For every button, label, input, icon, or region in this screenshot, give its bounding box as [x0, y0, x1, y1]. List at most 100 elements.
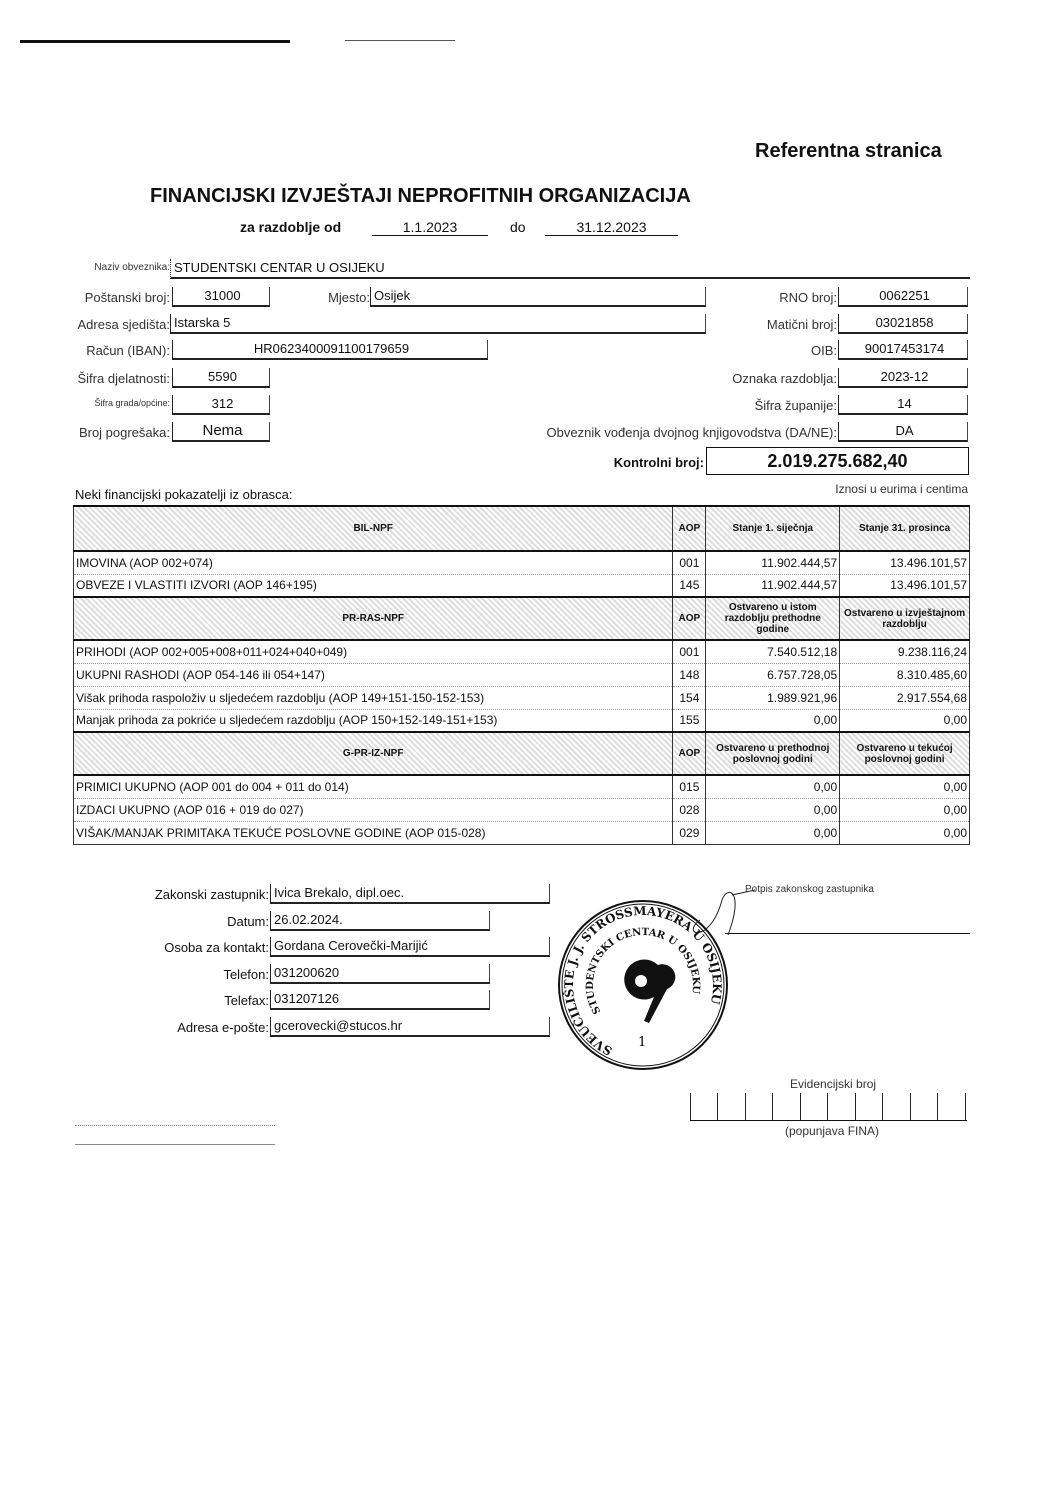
ev-cell: [855, 1093, 856, 1120]
row-label: VIŠAK/MANJAK PRIMITAKA TEKUĆE POSLOVNE G…: [72, 821, 674, 845]
ev-cell: [717, 1093, 718, 1120]
row-value-2: 9.238.116,24: [839, 640, 970, 664]
table-row: Manjak prihoda za pokriće u sljedećem ra…: [72, 709, 970, 733]
aop-header: AOP: [672, 505, 707, 552]
ev-cell: [937, 1093, 938, 1120]
adresa-label: Adresa sjedišta:: [77, 317, 171, 332]
row-value-1: 0,00: [705, 709, 841, 733]
table-row: PRIHODI (AOP 002+005+008+011+024+040+049…: [72, 640, 970, 664]
ev-cell: [690, 1093, 691, 1120]
kontrolni-field: 2.019.275.682,40: [706, 447, 969, 475]
ev-cell: [965, 1093, 966, 1120]
djelatnost-field: 5590: [172, 368, 270, 388]
row-value-1: 7.540.512,18: [705, 640, 841, 664]
row-label: PRIHODI (AOP 002+005+008+011+024+040+049…: [72, 640, 674, 664]
row-aop: 155: [672, 709, 707, 733]
row-value-2: 8.310.485,60: [839, 663, 970, 687]
pogreske-field: Nema: [172, 422, 270, 442]
indicators-title: Neki financijski pokazatelji iz obrasca:: [75, 487, 293, 502]
grad-label: Šifra grada/općine:: [94, 398, 170, 408]
period-to-label: do: [510, 219, 526, 235]
datum-field: 26.02.2024.: [270, 911, 490, 931]
ev-cell: [882, 1093, 883, 1120]
ev-cell: [910, 1093, 911, 1120]
scan-line: [20, 40, 290, 43]
dvojno-label: Obveznik vođenja dvojnog knjigovodstva (…: [546, 425, 837, 440]
section-name: G-PR-IZ-NPF: [72, 731, 674, 776]
zupanija-field: 14: [838, 395, 968, 415]
row-aop: 148: [672, 663, 707, 687]
oznaka-label: Oznaka razdoblja:: [732, 371, 837, 386]
djelatnost-label: Šifra djelatnosti:: [77, 371, 171, 386]
telefax-label: Telefax:: [224, 993, 269, 1008]
row-label: IZDACI UKUPNO (AOP 016 + 019 do 027): [72, 798, 674, 822]
zupanija-label: Šifra županije:: [754, 398, 837, 413]
table-row: OBVEZE I VLASTITI IZVORI (AOP 146+195) 14…: [72, 574, 970, 598]
faint-box: [75, 1125, 275, 1145]
row-value-1: 11.902.444,57: [705, 574, 841, 598]
units-note: Iznosi u eurima i centima: [835, 482, 968, 496]
row-label: IMOVINA (AOP 002+074): [72, 551, 674, 575]
table-row: VIŠAK/MANJAK PRIMITAKA TEKUĆE POSLOVNE G…: [72, 821, 970, 845]
row-value-1: 1.989.921,96: [705, 686, 841, 710]
telefon-label: Telefon:: [223, 967, 269, 982]
row-value-2: 2.917.554,68: [839, 686, 970, 710]
section-name: PR-RAS-NPF: [72, 596, 674, 641]
ev-cell: [745, 1093, 746, 1120]
row-value-2: 13.496.101,57: [839, 574, 970, 598]
mjesto-field: Osijek: [370, 287, 706, 307]
col2-header: Stanje 31. prosinca: [839, 505, 970, 552]
signature-label: Potpis zakonskog zastupnika: [745, 884, 874, 895]
aop-header: AOP: [672, 731, 707, 776]
row-aop: 001: [672, 640, 707, 664]
row-value-2: 0,00: [839, 821, 970, 845]
row-label: Manjak prihoda za pokriće u sljedećem ra…: [72, 709, 674, 733]
table-row: IZDACI UKUPNO (AOP 016 + 019 do 027) 028 0…: [72, 798, 970, 822]
row-aop: 145: [672, 574, 707, 598]
rno-field: 0062251: [838, 287, 968, 307]
row-label: OBVEZE I VLASTITI IZVORI (AOP 146+195): [72, 574, 674, 598]
row-label: PRIMICI UKUPNO (AOP 001 do 004 + 011 do …: [72, 775, 674, 799]
table-row: Višak prihoda raspoloživ u sljedećem raz…: [72, 686, 970, 710]
table-row: PRIMICI UKUPNO (AOP 001 do 004 + 011 do …: [72, 775, 970, 799]
indicators-table: BIL-NPF AOP Stanje 1. siječnja Stanje 31. p…: [72, 505, 970, 845]
telefon-field: 031200620: [270, 964, 490, 984]
col2-header: Ostvareno u tekućoj poslovnoj godini: [839, 731, 970, 776]
signature-scribble: [692, 889, 756, 936]
section-header: PR-RAS-NPF AOP Ostvareno u istom razdoblju…: [72, 596, 970, 641]
row-value-2: 13.496.101,57: [839, 551, 970, 575]
section-header: G-PR-IZ-NPF AOP Ostvareno u prethodnoj pos…: [72, 731, 970, 776]
datum-label: Datum:: [227, 914, 269, 929]
col1-header: Ostvareno u prethodnoj poslovnoj godini: [705, 731, 841, 776]
period-to: 31.12.2023: [545, 219, 678, 236]
pogreske-label: Broj pogrešaka:: [78, 425, 170, 440]
row-value-1: 11.902.444,57: [705, 551, 841, 575]
col2-header: Ostvareno u izvještajnom razdoblju: [839, 596, 970, 641]
row-aop: 015: [672, 775, 707, 799]
period-from: 1.1.2023: [372, 219, 488, 236]
email-field: gcerovecki@stucos.hr: [270, 1017, 550, 1037]
ev-cell: [800, 1093, 801, 1120]
table-row: IMOVINA (AOP 002+074) 001 11.902.444,57 13.…: [72, 551, 970, 575]
maticni-field: 03021858: [838, 314, 968, 334]
row-aop: 001: [672, 551, 707, 575]
row-value-2: 0,00: [839, 798, 970, 822]
stamp-number: 1: [638, 1035, 646, 1050]
kontrolni-label: Kontrolni broj:: [613, 455, 704, 470]
official-stamp: SVEUČILIŠTE J. J. STROSSMAYERA U OSIJEKU…: [558, 889, 756, 1070]
table-row: UKUPNI RASHODI (AOP 054-146 ili 054+147)…: [72, 663, 970, 687]
zastupnik-field: Ivica Brekalo, dipl.oec.: [270, 884, 550, 904]
oznaka-field: 2023-12: [838, 368, 968, 388]
evidencija-note: (popunjava FINA): [785, 1124, 880, 1138]
rno-label: RNO broj:: [779, 290, 837, 305]
signature-line: [725, 933, 970, 934]
evidencija-boxes: [690, 1093, 967, 1121]
page-title: FINANCIJSKI IZVJEŠTAJI NEPROFITNIH ORGAN…: [150, 185, 691, 207]
section-header: BIL-NPF AOP Stanje 1. siječnja Stanje 31. p…: [72, 505, 970, 552]
section-name: BIL-NPF: [72, 505, 674, 552]
grad-field: 312: [172, 395, 270, 415]
row-value-1: 6.757.728,05: [705, 663, 841, 687]
row-aop: 029: [672, 821, 707, 845]
row-aop: 154: [672, 686, 707, 710]
row-value-1: 0,00: [705, 798, 841, 822]
